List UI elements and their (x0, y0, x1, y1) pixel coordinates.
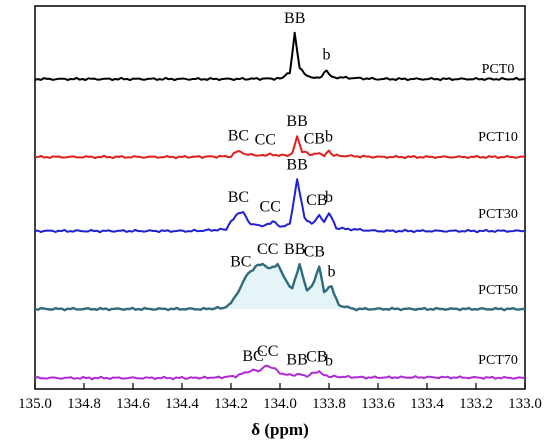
x-tick-label: 133.8 (312, 396, 346, 412)
x-tick-label: 134.6 (116, 396, 150, 412)
series-line (34, 31, 526, 82)
peak-label: b (323, 47, 331, 64)
series-name-label: PCT30 (478, 207, 518, 222)
peak-label: b (328, 264, 336, 281)
peak-label: BB (286, 157, 307, 174)
peak-label: CC (257, 241, 278, 258)
x-tick-label: 133.2 (459, 396, 493, 412)
x-tick-label: 133.6 (361, 396, 395, 412)
peak-label: b (325, 129, 333, 146)
peak-label: b (325, 189, 333, 206)
peak-label: CC (255, 132, 276, 149)
peak-label: BB (286, 113, 307, 130)
series-line (34, 364, 526, 381)
series-name-label: PCT10 (478, 130, 518, 145)
peak-label: b (325, 353, 333, 370)
x-tick-label: 134.4 (165, 396, 199, 412)
peak-label: CC (257, 343, 278, 360)
peak-label: CB (306, 348, 327, 365)
peak-label: BB (284, 241, 305, 258)
peak-label: BC (228, 127, 249, 144)
series-fill (35, 264, 525, 311)
series-name-label: PCT50 (478, 283, 518, 298)
peak-label: CB (304, 244, 325, 261)
peak-label: CC (260, 198, 281, 215)
x-axis-title: δ (ppm) (251, 420, 308, 439)
x-ticks: 135.0 134.8 134.6 134.4 134.2 134.0 133.8 133.6… (18, 383, 542, 412)
series-line (34, 135, 526, 160)
x-tick-label: 133.4 (410, 396, 444, 412)
x-tick-label: 133.0 (508, 396, 542, 412)
peak-label: BC (230, 254, 251, 271)
x-tick-label: 135.0 (18, 396, 52, 412)
series-line (34, 262, 525, 312)
peak-label: BB (286, 351, 307, 368)
x-tick-label: 134.0 (263, 396, 297, 412)
peak-label: CB (306, 192, 327, 209)
series-name-label: PCT70 (478, 353, 518, 368)
series-line (34, 178, 526, 234)
series-pct0: PCT0 BB b (34, 10, 526, 82)
x-tick-label: 134.2 (214, 396, 248, 412)
peak-label: BC (228, 189, 249, 206)
x-tick-label: 134.8 (67, 396, 101, 412)
peak-label: BB (284, 10, 305, 27)
peak-label: CB (304, 130, 325, 147)
series-name-label: PCT0 (482, 62, 515, 77)
peak-label: BC (242, 348, 263, 365)
series-pct30: PCT30 BC CC BB CBb (34, 157, 526, 234)
